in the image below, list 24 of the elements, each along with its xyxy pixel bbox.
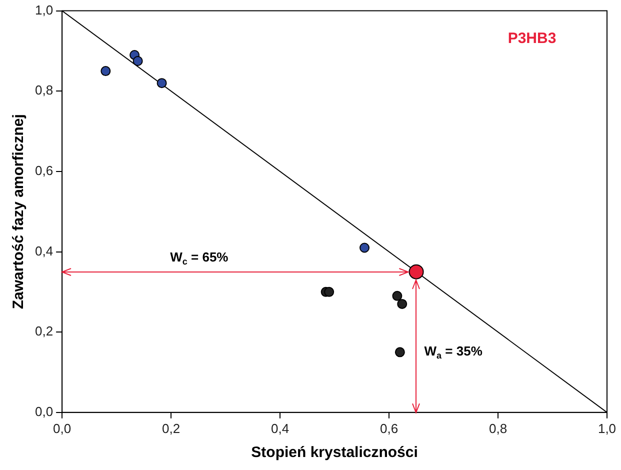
x-tick-label: 0,6 <box>380 420 398 436</box>
x-axis-title: Stopień krystaliczności <box>251 444 418 462</box>
point <box>132 56 143 66</box>
x-tick-label: 0,4 <box>271 420 290 436</box>
point <box>324 286 334 297</box>
point <box>100 66 111 76</box>
y-tick-label: 1,0 <box>34 2 54 18</box>
y-tick-label: 0,4 <box>34 243 54 258</box>
point <box>360 242 370 253</box>
annotation: P3HB3 <box>508 30 556 47</box>
point <box>397 298 408 309</box>
point <box>156 78 167 88</box>
x-tick-label: 0,0 <box>53 420 72 436</box>
y-tick-label: 0,2 <box>34 324 54 339</box>
point <box>392 290 402 301</box>
x-tick-label: 1,0 <box>598 420 616 436</box>
x-tick-label: 0,8 <box>488 420 508 436</box>
y-axis-title: Zawartość fazy amorficznej <box>10 114 28 310</box>
point <box>408 264 424 280</box>
y-tick-label: 0,8 <box>34 82 54 98</box>
point <box>394 347 405 358</box>
y-tick-label: 0,0 <box>34 404 54 419</box>
x-tick-label: 0,2 <box>162 420 180 436</box>
y-tick-label: 0,6 <box>34 163 54 178</box>
